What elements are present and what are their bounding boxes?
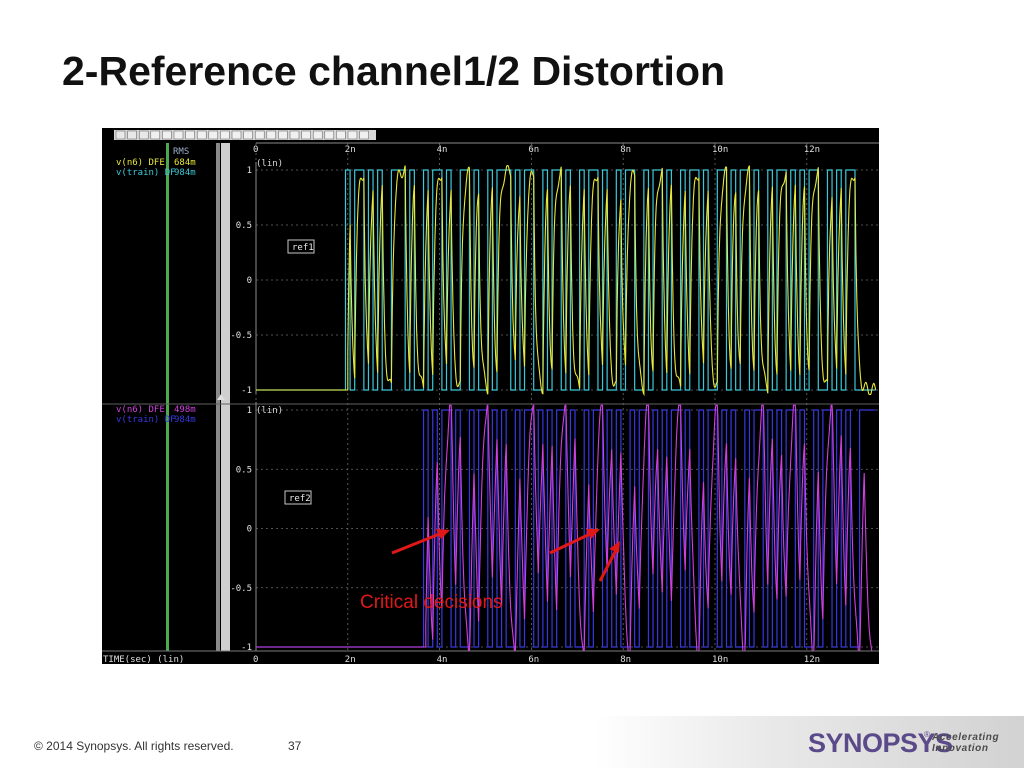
ref2-label: ref2	[289, 494, 311, 504]
toolbar-button[interactable]	[266, 130, 277, 140]
legend-bottom-train-name: v(train) DF	[116, 415, 176, 425]
arrow-1-head-icon	[436, 529, 450, 539]
logo-tagline-line2: Innovation	[932, 743, 989, 754]
arrow-2-head-icon	[586, 529, 600, 539]
y-tick-label: 1	[247, 406, 252, 416]
top-x-tick-label: 6n	[528, 145, 539, 155]
y-tick-label: -0.5	[230, 584, 252, 594]
train-square-wave	[256, 169, 876, 391]
bottom-scale-label: (lin)	[256, 406, 283, 416]
legend-top-n6-value: 684m	[174, 158, 196, 168]
waveform-canvas: RMS v(n6) DFE 684m v(train) DF 984m v(n6…	[102, 130, 879, 664]
toolbar-button[interactable]	[243, 130, 253, 140]
toolbar-button[interactable]	[301, 130, 311, 140]
bottom-x-tick-label: 4n	[437, 655, 448, 664]
y-tick-label: 0	[247, 276, 252, 286]
toolbar-button[interactable]	[115, 130, 126, 140]
y-tick-label: 0.5	[236, 465, 252, 475]
legend-bottom-train-value: 984m	[174, 415, 196, 425]
arrow-3	[598, 549, 618, 582]
legend-bottom-n6-value: 498m	[174, 405, 196, 415]
toolbar-button[interactable]	[173, 130, 184, 140]
toolbar-button[interactable]	[231, 130, 242, 140]
rms-header: RMS	[173, 147, 189, 157]
toolbar-button[interactable]	[347, 130, 358, 140]
cursor-bar[interactable]	[166, 143, 169, 651]
top-x-tick-label: 12n	[804, 145, 820, 155]
bottom-x-tick-label: 2n	[345, 655, 356, 664]
logo-tagline: Accelerating Innovation	[932, 732, 999, 754]
y-tick-label: -1	[241, 386, 252, 396]
toolbar-button[interactable]	[359, 130, 369, 140]
toolbar-button[interactable]	[254, 130, 265, 140]
x-axis-bar	[102, 651, 879, 664]
dfe-waveform	[256, 404, 876, 653]
logo-tagline-line1: Accelerating	[932, 732, 1000, 743]
y-tick-label: 0	[247, 525, 252, 535]
top-x-tick-label: 2n	[345, 145, 356, 155]
train-square-wave	[256, 409, 876, 648]
top-x-tick-label: 4n	[437, 145, 448, 155]
waveform-toolbar	[114, 130, 376, 140]
bottom-x-tick-label: 6n	[528, 655, 539, 664]
toolbar-button[interactable]	[208, 130, 219, 140]
logo-registered-mark: ®	[924, 730, 930, 739]
toolbar-button[interactable]	[185, 130, 195, 140]
legend-top-train-name: v(train) DF	[116, 168, 176, 178]
legend-top-train-value: 984m	[174, 168, 196, 178]
ref1-box	[287, 239, 315, 254]
toolbar-button[interactable]	[138, 130, 149, 140]
footer-band	[0, 716, 1024, 768]
top-x-tick-label: 10n	[712, 145, 728, 155]
arrow-1	[391, 531, 443, 555]
y-tick-label: -0.5	[230, 331, 252, 341]
toolbar-button[interactable]	[150, 130, 161, 140]
ref1-label: ref1	[292, 243, 314, 253]
toolbar-button[interactable]	[127, 130, 137, 140]
y-tick-label: 0.5	[236, 221, 252, 231]
annotation-critical-decisions: Critical decisions	[360, 592, 503, 613]
toolbar-button[interactable]	[162, 130, 172, 140]
top-scale-label: (lin)	[256, 159, 283, 169]
copyright: © 2014 Synopsys. All rights reserved.	[34, 739, 234, 753]
toolbar-button[interactable]	[220, 130, 230, 140]
critical-decision-arrows	[391, 529, 620, 582]
dfe-waveform	[256, 165, 877, 397]
splitter-handle-icon[interactable]	[217, 394, 225, 400]
x-axis-label: TIME(sec) (lin)	[103, 655, 184, 664]
logo-word: SYNOPSYS	[808, 728, 953, 758]
ref2-box	[284, 490, 312, 505]
bottom-x-tick-label: 10n	[712, 655, 728, 664]
legend-bottom-n6-name: v(n6) DFE	[116, 405, 165, 415]
toolbar-button[interactable]	[289, 130, 300, 140]
toolbar-button[interactable]	[196, 130, 207, 140]
y-tick-label: -1	[241, 643, 252, 653]
toolbar-button[interactable]	[324, 130, 335, 140]
toolbar-button[interactable]	[336, 130, 346, 140]
arrow-3-head-icon	[609, 541, 620, 553]
scrollbar-track[interactable]	[221, 143, 230, 651]
waveform-viewer: RMS v(n6) DFE 684m v(train) DF 984m v(n6…	[102, 128, 879, 664]
bottom-x-tick-label: 12n	[804, 655, 820, 664]
top-x-tick-label: 8n	[620, 145, 631, 155]
legend-top-n6-name: v(n6) DFE	[116, 158, 165, 168]
toolbar-button[interactable]	[278, 130, 288, 140]
page-number: 37	[288, 739, 302, 753]
toolbar-button[interactable]	[312, 130, 323, 140]
y-tick-label: 1	[247, 166, 252, 176]
arrow-2	[549, 531, 593, 555]
bottom-x-tick-label: 8n	[620, 655, 631, 664]
splitter-bar[interactable]	[216, 143, 220, 651]
slide-title: 2-Reference channel1/2 Distortion	[62, 48, 726, 94]
bottom-x-tick-label: 0	[253, 655, 258, 664]
